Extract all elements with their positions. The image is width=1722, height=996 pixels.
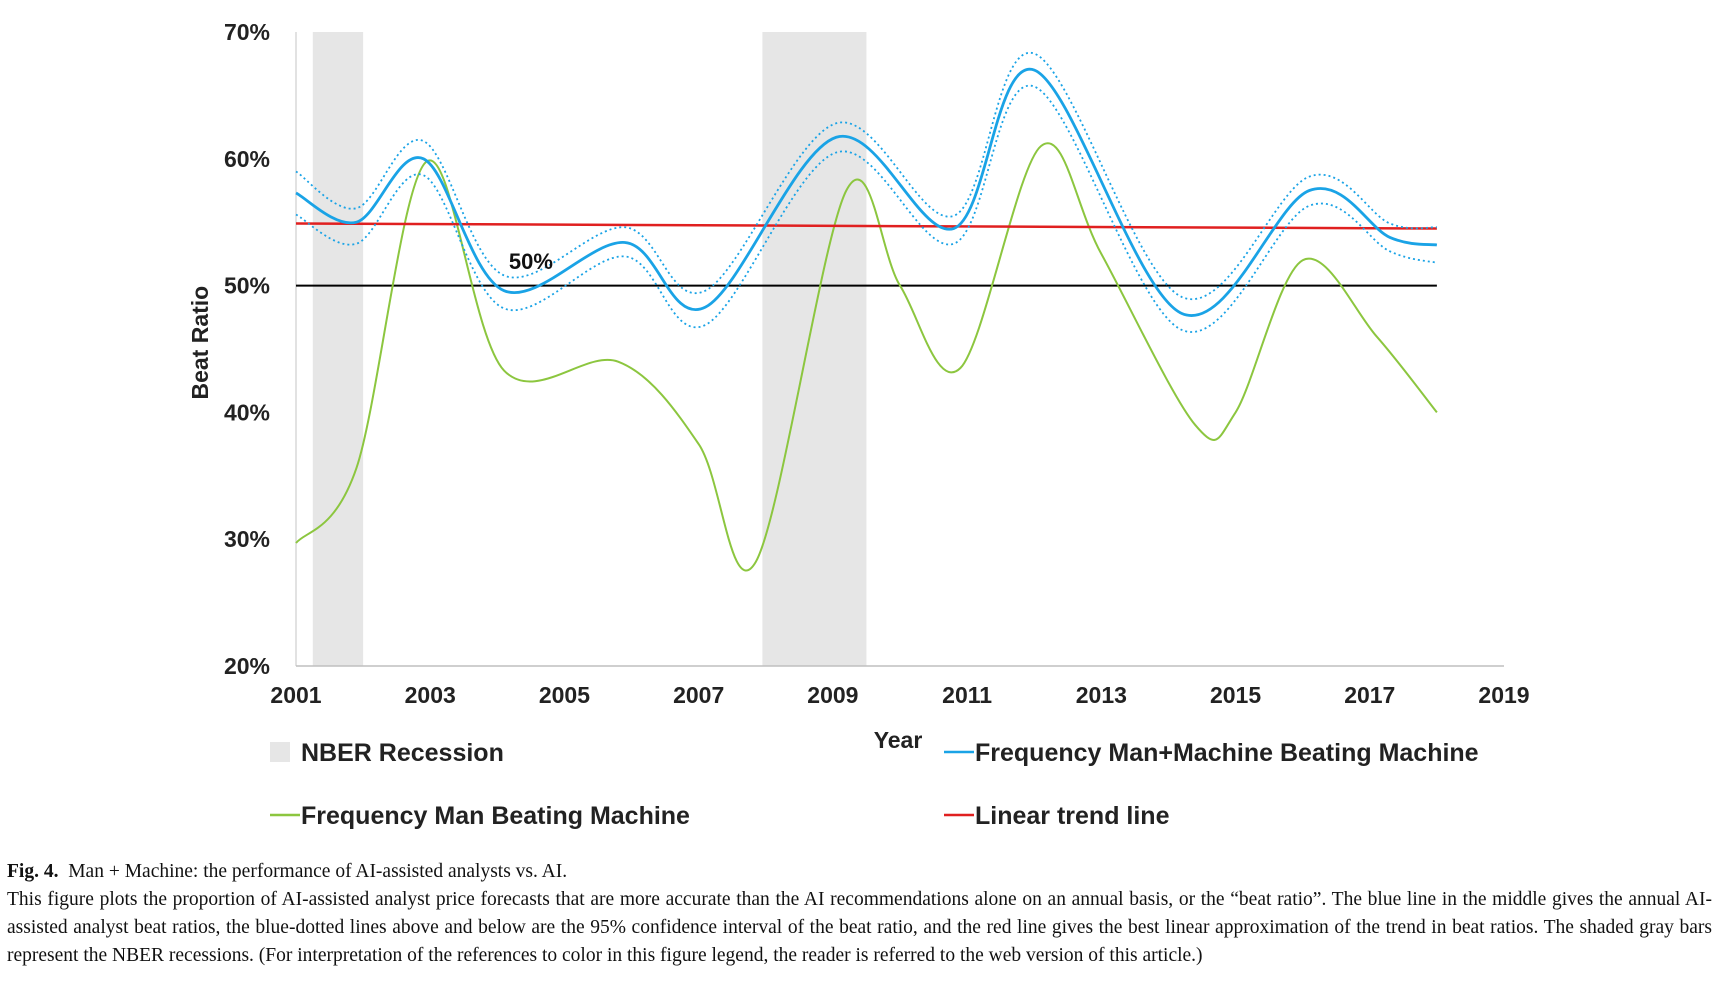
figure-number: Fig. 4. — [7, 861, 59, 882]
beat-ratio-chart: 20% 30% 40% 50% 60% 70% 2001 2003 2005 2007 2009 20… — [187, 19, 1530, 830]
series-line-man — [295, 142, 1438, 572]
series-lines — [295, 52, 1438, 572]
series-line-trend — [295, 222, 1437, 230]
caption-heading: Fig. 4. Man + Machine: the performance o… — [7, 858, 1712, 886]
figure-caption: Fig. 4. Man + Machine: the performance o… — [7, 858, 1712, 970]
y-tick-label: 30% — [224, 526, 270, 552]
legend-label-man: Frequency Man Beating Machine — [301, 802, 690, 830]
recession-band-2 — [762, 32, 867, 666]
x-tick-label: 2013 — [1076, 682, 1127, 708]
ci-lower-line — [295, 84, 1438, 333]
y-axis-title: Beat Ratio — [187, 286, 213, 400]
legend: NBER Recession Frequency Man+Machine Bea… — [270, 739, 1479, 830]
x-tick-label: 2001 — [270, 682, 321, 708]
recession-band-1 — [312, 32, 364, 666]
x-axis-title: Year — [874, 727, 923, 753]
legend-label-man-machine: Frequency Man+Machine Beating Machine — [975, 739, 1479, 767]
x-tick-label: 2009 — [807, 682, 858, 708]
x-tick-label: 2005 — [539, 682, 590, 708]
x-tick-label: 2015 — [1210, 682, 1261, 708]
y-tick-label: 60% — [224, 146, 270, 172]
x-tick-label: 2011 — [942, 682, 992, 708]
legend-swatch-nber-recession — [270, 742, 290, 762]
figure-title: Man + Machine: the performance of AI-ass… — [68, 861, 568, 882]
series-line-man-machine — [295, 67, 1438, 317]
x-tick-label: 2007 — [673, 682, 724, 708]
y-tick-label: 40% — [224, 399, 270, 425]
axes — [295, 32, 1504, 667]
recession-bands — [312, 32, 867, 666]
reference-line-label: 50% — [509, 249, 553, 274]
tick-labels: 20% 30% 40% 50% 60% 70% 2001 2003 2005 2007 2009 20… — [224, 19, 1530, 708]
y-tick-label: 50% — [224, 273, 270, 299]
y-tick-label: 70% — [224, 19, 270, 45]
x-tick-label: 2019 — [1478, 682, 1529, 708]
legend-label-trend: Linear trend line — [975, 802, 1170, 830]
x-tick-label: 2003 — [405, 682, 456, 708]
y-tick-label: 20% — [224, 653, 270, 679]
legend-label-nber-recession: NBER Recession — [301, 739, 504, 767]
caption-body: This figure plots the proportion of AI-a… — [7, 889, 1712, 966]
x-tick-label: 2017 — [1344, 682, 1395, 708]
